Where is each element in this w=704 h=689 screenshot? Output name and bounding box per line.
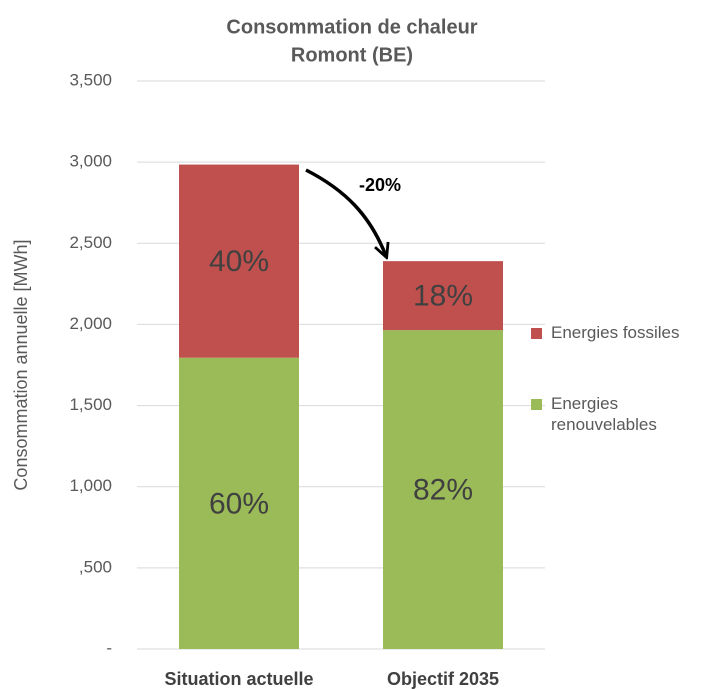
data-label: 82% [413,473,473,506]
y-tick-label: 1,000 [69,476,112,495]
bar-segment [383,261,503,331]
y-tick-label: 2,000 [69,314,112,333]
y-tick-label: - [106,638,112,657]
x-tick-label: Objectif 2035 [387,669,499,689]
y-tick-label: 2,500 [69,233,112,252]
y-tick-label: 3,500 [69,70,112,89]
chart-subtitle: Romont (BE) [291,44,413,66]
legend-swatch [531,328,542,339]
y-tick-label: ,500 [79,557,112,576]
y-tick-label: 3,000 [69,152,112,171]
bar-segment [179,164,299,358]
chart-title: Consommation de chaleur [226,16,477,38]
annotation: -20% [359,175,401,195]
legend-swatch [531,399,542,410]
legend-label: Energies fossiles [551,323,680,342]
data-label: 18% [413,280,473,313]
y-tick-label: 1,500 [69,395,112,414]
y-axis-label: Consommation annuelle [MWh] [11,239,31,490]
bar-segment [179,357,299,649]
data-label: 60% [209,487,269,520]
arrow [305,168,386,256]
bar-segment [383,330,503,649]
x-tick-label: Situation actuelle [164,669,313,689]
data-label: 40% [209,245,269,278]
legend-label: Energies renouvelables [551,394,657,434]
